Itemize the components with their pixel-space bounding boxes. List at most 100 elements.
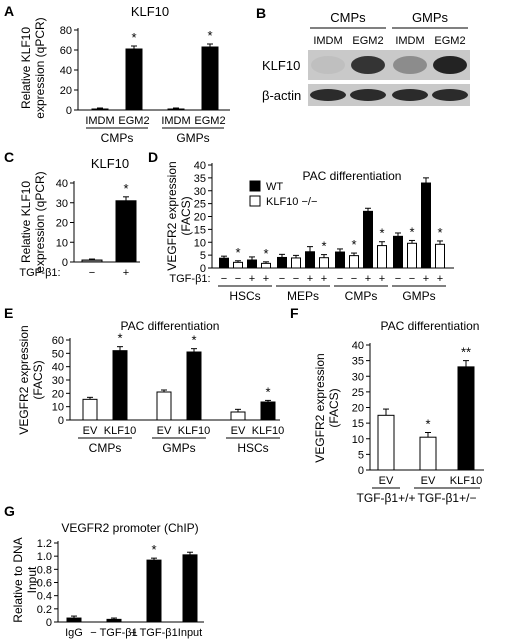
blot-lane-label: IMDM xyxy=(313,35,342,47)
x-tick-label: EV xyxy=(379,475,394,487)
x-tick-label: − xyxy=(221,273,227,285)
bar xyxy=(115,200,137,263)
x-tick-label: − xyxy=(409,273,415,285)
group-label: HSCs xyxy=(237,441,268,455)
y-axis-label: Relative KLF10expression (qPCR) xyxy=(19,17,47,118)
panel-label-d: D xyxy=(148,149,158,165)
y-tick-label: 10 xyxy=(194,237,206,249)
x-tick-label: EV xyxy=(231,425,246,437)
y-tick-label: 0 xyxy=(62,257,68,269)
group-label: GMPs xyxy=(176,131,209,145)
bar xyxy=(260,401,276,421)
x-tick-label: EV xyxy=(157,425,172,437)
bar xyxy=(421,182,431,269)
y-tick-label: 30 xyxy=(352,371,364,383)
x-tick-label: + xyxy=(321,273,327,285)
significance-star: * xyxy=(437,225,442,240)
blot-lane-label: EGM2 xyxy=(352,35,383,47)
blot-membrane xyxy=(308,84,470,106)
chart-d: PAC differentiation 0510152025303540VEGFR… xyxy=(165,160,454,303)
factor-label: TGF-β1: xyxy=(19,267,60,279)
y-tick-label: 0 xyxy=(66,105,72,117)
bar xyxy=(277,256,287,269)
chart-c: KLF10 0 10 20 30 40 Relative KLF10expression (… xyxy=(19,156,140,279)
group-label: CMPs xyxy=(345,289,378,303)
blot-band-actin xyxy=(350,89,386,101)
panel-label-e: E xyxy=(4,305,13,321)
x-tick-label: − xyxy=(235,273,241,285)
x-tick-label: + xyxy=(379,273,385,285)
bar xyxy=(91,108,109,111)
chart-title: PAC differentiation xyxy=(121,319,220,333)
significance-star: * xyxy=(379,226,384,241)
y-tick-label: 0.8 xyxy=(37,564,52,576)
x-tick-label: − xyxy=(351,273,357,285)
bar xyxy=(106,618,122,623)
bar xyxy=(319,257,329,269)
y-tick-label: 20 xyxy=(56,218,68,230)
x-tick-label: KLF10 xyxy=(178,425,210,437)
bar xyxy=(125,48,143,111)
significance-star: * xyxy=(235,245,240,260)
bar xyxy=(112,350,128,421)
bar xyxy=(377,245,387,269)
western-blot: CMPs GMPs IMDM EGM2 IMDM EGM2 KLF10 β-actin xyxy=(262,10,470,106)
factor-label: TGF-β1: xyxy=(169,273,210,285)
bar xyxy=(419,436,437,471)
bar xyxy=(349,255,359,269)
blot-band-klf10 xyxy=(311,56,345,74)
legend-label: WT xyxy=(266,181,283,193)
chart-title: PAC differentiation xyxy=(381,319,480,333)
y-tick-label: 5 xyxy=(358,449,364,461)
chart-g: VEGFR2 promoter (ChIP) 00.20.40.6 0.81.01.… xyxy=(11,521,204,639)
significance-star: * xyxy=(409,224,414,239)
group-label: TGF-β1+/− xyxy=(418,491,477,505)
group-label: CMPs xyxy=(89,441,122,455)
chart-title: KLF10 xyxy=(131,4,169,19)
x-tick-label: EV xyxy=(83,425,98,437)
y-axis-label: VEGFR2 expression(FACS) xyxy=(165,161,193,270)
blot-row-label: KLF10 xyxy=(262,58,300,73)
significance-star: * xyxy=(425,417,430,432)
group-label: CMPs xyxy=(101,131,134,145)
bar xyxy=(182,554,198,623)
y-tick-label: 60 xyxy=(52,335,64,347)
y-tick-label: 40 xyxy=(52,362,64,374)
y-tick-label: 20 xyxy=(194,212,206,224)
chart-a: KLF10 0 20 40 60 80 Relative KLF10expression (… xyxy=(19,4,230,145)
y-axis-label: VEGFR2 expression(FACS) xyxy=(313,353,341,462)
y-tick-label: 30 xyxy=(52,375,64,387)
blot-row-label: β-actin xyxy=(262,88,301,103)
x-tick-label: + xyxy=(437,273,443,285)
blot-lane-label: IMDM xyxy=(395,35,424,47)
x-tick-label: IMDM xyxy=(85,115,114,127)
chart-f: PAC differentiation 0 5 10 15 20 25 30 35 40 VEGFR… xyxy=(313,319,484,505)
bar xyxy=(393,235,403,269)
significance-star: * xyxy=(207,28,212,43)
chart-title: KLF10 xyxy=(91,156,129,171)
x-tick-label: EV xyxy=(421,475,436,487)
y-tick-label: 0 xyxy=(46,617,52,629)
x-tick-label: KLF10 xyxy=(450,475,482,487)
group-label: GMPs xyxy=(402,289,435,303)
y-tick-label: 20 xyxy=(60,85,72,97)
y-tick-label: 25 xyxy=(194,199,206,211)
y-tick-label: 25 xyxy=(352,387,364,399)
blot-band-actin xyxy=(392,89,428,101)
y-tick-label: 35 xyxy=(194,173,206,185)
x-tick-label: + TGF-β1 xyxy=(130,627,177,639)
y-tick-label: 0 xyxy=(58,415,64,427)
group-label: GMPs xyxy=(162,441,195,455)
y-tick-label: 0.2 xyxy=(37,604,52,616)
y-tick-label: 50 xyxy=(52,348,64,360)
bar xyxy=(230,411,246,421)
bar xyxy=(146,559,162,623)
x-tick-label: + xyxy=(307,273,313,285)
y-tick-label: 10 xyxy=(352,434,364,446)
bar xyxy=(201,46,219,111)
x-tick-label: IMDM xyxy=(161,115,190,127)
y-tick-label: 20 xyxy=(352,403,364,415)
y-tick-label: 30 xyxy=(56,198,68,210)
